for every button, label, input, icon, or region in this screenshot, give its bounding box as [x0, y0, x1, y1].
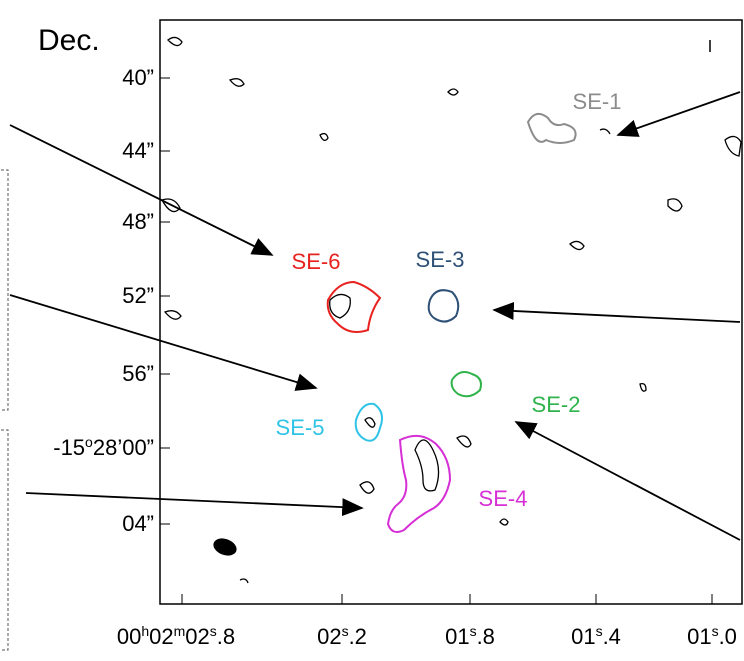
- y-tick-label-part: 52”: [122, 283, 154, 308]
- panel-edge: [0, 170, 8, 410]
- y-tick-label-part: 44”: [122, 138, 154, 163]
- x-tick-label-part: s: [210, 623, 217, 639]
- x-tick-label-part: s: [470, 623, 477, 639]
- x-tick-label-part: 00: [117, 624, 141, 649]
- figure: Dec. 40”44”48”52”56”-15o28’00”04”00h02m0…: [0, 0, 744, 656]
- x-tick-label-part: m: [174, 623, 186, 639]
- panel-edge: [0, 430, 8, 650]
- y-tick-label: 48”: [122, 209, 154, 234]
- x-tick-label: 00h02m02s.8: [117, 623, 235, 649]
- source-label: SE-4: [479, 486, 528, 511]
- source-label: SE-6: [292, 249, 341, 274]
- x-tick-label-part: .2: [349, 624, 367, 649]
- y-tick-label: 40”: [122, 65, 154, 90]
- y-tick-label-part: 28’00”: [93, 435, 154, 460]
- x-tick-label-part: 02: [317, 624, 341, 649]
- source-label: SE-1: [573, 89, 622, 114]
- y-tick-label: -15o28’00”: [53, 434, 154, 460]
- arrows: [10, 92, 740, 540]
- x-tick-label: 02s.2: [317, 623, 367, 649]
- x-tick-label-part: .4: [603, 624, 621, 649]
- contours: [162, 37, 741, 583]
- y-tick-label-part: -15: [53, 435, 85, 460]
- x-tick-label-part: 01: [445, 624, 469, 649]
- x-tick-label: 01s.0: [687, 623, 737, 649]
- x-tick-label-part: 02: [149, 624, 173, 649]
- x-tick-label-part: .8: [477, 624, 495, 649]
- y-tick-label: 44”: [122, 138, 154, 163]
- x-tick-label-part: s: [342, 623, 349, 639]
- source-label: SE-5: [276, 415, 325, 440]
- source-label: SE-2: [532, 392, 581, 417]
- y-tick-label-part: 48”: [122, 209, 154, 234]
- x-tick-label-part: .0: [719, 624, 737, 649]
- x-tick-label: 01s.8: [445, 623, 495, 649]
- y-tick-label: 56”: [122, 361, 154, 386]
- x-tick-label-part: 01: [687, 624, 711, 649]
- x-tick-label-part: 01: [571, 624, 595, 649]
- y-tick-label: 52”: [122, 283, 154, 308]
- source-label: SE-3: [416, 247, 465, 272]
- y-tick-label-part: 40”: [122, 65, 154, 90]
- x-tick-label-part: s: [712, 623, 719, 639]
- x-tick-label: 01s.4: [571, 623, 621, 649]
- x-tick-label-part: h: [141, 623, 149, 639]
- y-tick-label-part: o: [85, 434, 93, 450]
- plot-frame: [160, 20, 742, 604]
- y-tick-label-part: 04”: [122, 511, 154, 536]
- y-axis-label: Dec.: [38, 24, 100, 57]
- x-tick-label-part: .8: [217, 624, 235, 649]
- x-tick-label-part: s: [596, 623, 603, 639]
- x-tick-label-part: 02: [185, 624, 209, 649]
- y-tick-label-part: 56”: [122, 361, 154, 386]
- source-contours: [328, 114, 576, 532]
- y-tick-label: 04”: [122, 511, 154, 536]
